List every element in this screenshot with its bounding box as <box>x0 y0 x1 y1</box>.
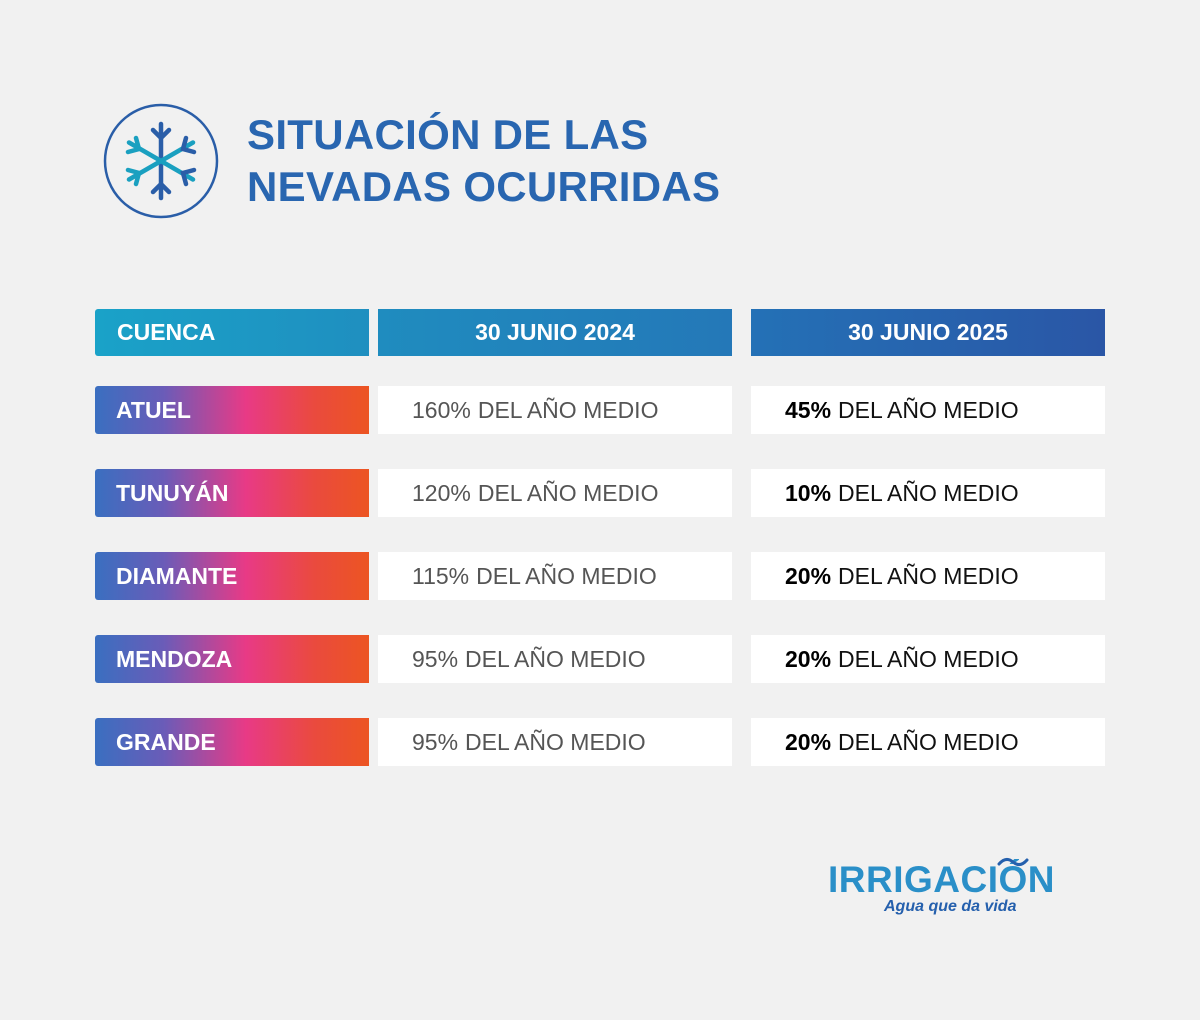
table-row: TUNUYÁN 120% DEL AÑO MEDIO 10% DEL AÑO MED… <box>95 469 1105 517</box>
cuenca-name: GRANDE <box>95 718 369 766</box>
cuenca-name: MENDOZA <box>95 635 369 683</box>
column-header-2024: 30 JUNIO 2024 <box>378 309 732 356</box>
percent-2024: 115% <box>412 562 470 589</box>
header: SITUACIÓN DE LAS NEVADAS OCURRIDAS <box>102 102 720 220</box>
cuenca-name: ATUEL <box>95 386 369 434</box>
column-header-2025: 30 JUNIO 2025 <box>751 309 1105 356</box>
percent-2024: 95% <box>412 728 459 755</box>
cuenca-name: TUNUYÁN <box>95 469 369 517</box>
value-suffix: DEL AÑO MEDIO <box>465 645 646 672</box>
value-2025: 20% DEL AÑO MEDIO <box>751 635 1105 683</box>
cuenca-name: DIAMANTE <box>95 552 369 600</box>
page-title: SITUACIÓN DE LAS NEVADAS OCURRIDAS <box>247 109 720 213</box>
logo-name-o: Ó <box>998 859 1028 900</box>
value-2025: 45% DEL AÑO MEDIO <box>751 386 1105 434</box>
percent-2024: 95% <box>412 645 459 672</box>
snowflake-icon <box>103 103 219 219</box>
logo-tagline: Agua que da vida <box>884 898 1017 915</box>
value-suffix: DEL AÑO MEDIO <box>838 396 1019 423</box>
table-row: DIAMANTE 115% DEL AÑO MEDIO 20% DEL AÑO ME… <box>95 552 1105 600</box>
value-2025: 20% DEL AÑO MEDIO <box>751 718 1105 766</box>
table-row: GRANDE 95% DEL AÑO MEDIO 20% DEL AÑO MEDIO <box>95 718 1105 766</box>
column-header-cuenca: CUENCA <box>95 309 369 356</box>
value-2024: 115% DEL AÑO MEDIO <box>378 552 732 600</box>
percent-2025: 10% <box>785 479 832 506</box>
logo-name-end: N <box>1027 859 1056 900</box>
value-2025: 10% DEL AÑO MEDIO <box>751 469 1105 517</box>
table-row: MENDOZA 95% DEL AÑO MEDIO 20% DEL AÑO MEDI… <box>95 635 1105 683</box>
wave-icon <box>997 857 1028 867</box>
percent-2025: 45% <box>785 396 832 423</box>
value-suffix: DEL AÑO MEDIO <box>838 645 1019 672</box>
percent-2025: 20% <box>785 728 832 755</box>
value-2024: 160% DEL AÑO MEDIO <box>378 386 732 434</box>
value-2024: 120% DEL AÑO MEDIO <box>378 469 732 517</box>
percent-2025: 20% <box>785 645 832 672</box>
title-line-1: SITUACIÓN DE LAS <box>247 111 649 158</box>
value-2024: 95% DEL AÑO MEDIO <box>378 635 732 683</box>
value-suffix: DEL AÑO MEDIO <box>477 479 659 506</box>
percent-2025: 20% <box>785 562 832 589</box>
value-suffix: DEL AÑO MEDIO <box>476 562 657 589</box>
percent-2024: 160% <box>412 396 471 423</box>
logo-o: Ó <box>997 857 1028 902</box>
value-2024: 95% DEL AÑO MEDIO <box>378 718 732 766</box>
value-suffix: DEL AÑO MEDIO <box>838 562 1019 589</box>
title-line-2: NEVADAS OCURRIDAS <box>247 163 721 210</box>
value-suffix: DEL AÑO MEDIO <box>838 479 1019 506</box>
percent-2024: 120% <box>412 479 471 506</box>
value-suffix: DEL AÑO MEDIO <box>477 396 659 423</box>
table-row: ATUEL 160% DEL AÑO MEDIO 45% DEL AÑO MEDIO <box>95 386 1105 434</box>
logo-name: IRRIGACI Ó N <box>828 857 1056 902</box>
value-suffix: DEL AÑO MEDIO <box>465 728 646 755</box>
value-suffix: DEL AÑO MEDIO <box>838 728 1019 755</box>
value-2025: 20% DEL AÑO MEDIO <box>751 552 1105 600</box>
logo-name-start: IRRIGACI <box>828 859 999 900</box>
irrigacion-logo: IRRIGACI Ó N Agua que da vida <box>828 857 1056 916</box>
